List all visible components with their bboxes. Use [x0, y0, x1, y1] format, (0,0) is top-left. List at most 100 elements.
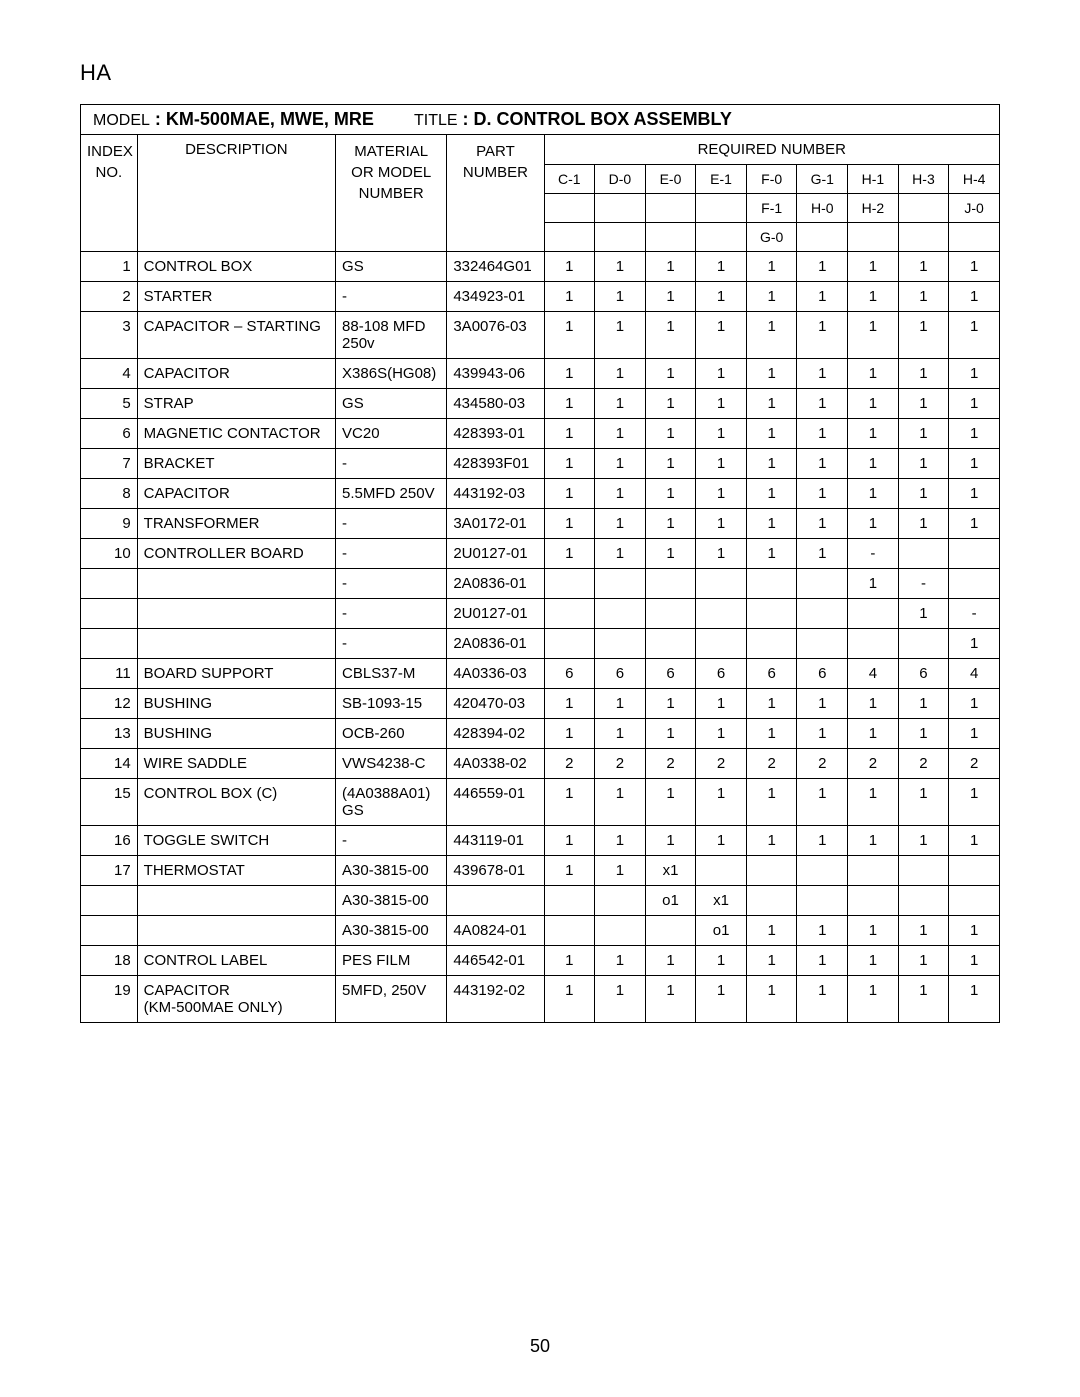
cell-req: 1 [645, 946, 696, 976]
cell-part: 428393F01 [447, 449, 544, 479]
table-row: 11BOARD SUPPORTCBLS37-M4A0336-0366666646… [81, 659, 1000, 689]
cell-req: 1 [544, 719, 595, 749]
cell-req: 1 [595, 779, 646, 826]
cell-req: 1 [544, 539, 595, 569]
cell-req: 1 [696, 419, 747, 449]
cell-req: 1 [746, 252, 797, 282]
cell-req: 1 [645, 976, 696, 1023]
req-head-row1-3: E-1 [696, 165, 747, 194]
cell-description: STRAP [137, 389, 335, 419]
cell-req [595, 569, 646, 599]
cell-material: - [336, 826, 447, 856]
cell-req: 1 [595, 359, 646, 389]
cell-req: 1 [544, 976, 595, 1023]
cell-part: 2A0836-01 [447, 569, 544, 599]
cell-material: A30-3815-00 [336, 916, 447, 946]
cell-part: 428393-01 [447, 419, 544, 449]
cell-req [544, 599, 595, 629]
cell-req: 1 [949, 916, 1000, 946]
cell-req: 2 [645, 749, 696, 779]
cell-req: 6 [746, 659, 797, 689]
cell-req: 1 [848, 779, 899, 826]
model-label: MODEL [93, 112, 150, 129]
cell-index: 18 [81, 946, 138, 976]
req-head-row1-4: F-0 [746, 165, 797, 194]
cell-req: 1 [746, 779, 797, 826]
cell-req: 1 [797, 479, 848, 509]
cell-material: - [336, 539, 447, 569]
req-head-row2-3 [696, 194, 747, 223]
cell-req [797, 856, 848, 886]
req-head-row2-4: F-1 [746, 194, 797, 223]
req-head-row2-8: J-0 [949, 194, 1000, 223]
cell-description: THERMOSTAT [137, 856, 335, 886]
cell-req [797, 569, 848, 599]
cell-req: 1 [848, 479, 899, 509]
cell-req: 2 [544, 749, 595, 779]
cell-req: 1 [595, 449, 646, 479]
col-required: REQUIRED NUMBER [544, 135, 1000, 165]
cell-req: 1 [746, 539, 797, 569]
cell-req: 1 [797, 509, 848, 539]
title-row: MODEL : KM-500MAE, MWE, MRE TITLE : D. C… [80, 104, 1000, 134]
cell-req: 1 [848, 509, 899, 539]
cell-req: 1 [544, 312, 595, 359]
cell-req: 1 [898, 479, 949, 509]
cell-material: GS [336, 252, 447, 282]
req-head-row2-6: H-2 [848, 194, 899, 223]
cell-material: OCB-260 [336, 719, 447, 749]
cell-req [949, 569, 1000, 599]
cell-description: BOARD SUPPORT [137, 659, 335, 689]
cell-req: 1 [797, 389, 848, 419]
cell-req [797, 599, 848, 629]
table-row: 18CONTROL LABELPES FILM446542-0111111111… [81, 946, 1000, 976]
cell-req: 1 [949, 629, 1000, 659]
cell-req: 6 [645, 659, 696, 689]
cell-index [81, 629, 138, 659]
cell-req: 1 [898, 389, 949, 419]
parts-table: INDEXNO. DESCRIPTION MATERIALOR MODELNUM… [80, 134, 1000, 1023]
cell-req [797, 629, 848, 659]
cell-description: BRACKET [137, 449, 335, 479]
cell-req: 1 [544, 856, 595, 886]
cell-description [137, 599, 335, 629]
cell-req: 1 [898, 252, 949, 282]
cell-req: 1 [595, 946, 646, 976]
cell-req: 1 [645, 419, 696, 449]
cell-req [645, 916, 696, 946]
cell-description: CONTROL BOX [137, 252, 335, 282]
cell-req: 1 [595, 856, 646, 886]
cell-req: 1 [797, 719, 848, 749]
cell-part: 332464G01 [447, 252, 544, 282]
cell-req: 1 [949, 826, 1000, 856]
cell-index: 3 [81, 312, 138, 359]
cell-req: 1 [797, 826, 848, 856]
cell-req: - [949, 599, 1000, 629]
req-head-row2-7 [898, 194, 949, 223]
cell-req: 1 [949, 779, 1000, 826]
cell-material: CBLS37-M [336, 659, 447, 689]
cell-index: 2 [81, 282, 138, 312]
cell-req: 1 [696, 282, 747, 312]
cell-req: 6 [595, 659, 646, 689]
cell-part: 2U0127-01 [447, 599, 544, 629]
cell-req: 1 [544, 449, 595, 479]
cell-req: 2 [696, 749, 747, 779]
cell-req: 1 [797, 252, 848, 282]
cell-req: 1 [696, 389, 747, 419]
cell-index: 7 [81, 449, 138, 479]
cell-material: 5MFD, 250V [336, 976, 447, 1023]
cell-req: 1 [595, 419, 646, 449]
req-head-row1-8: H-4 [949, 165, 1000, 194]
cell-req: 1 [797, 359, 848, 389]
cell-req: 2 [949, 749, 1000, 779]
cell-index: 6 [81, 419, 138, 449]
cell-req: 1 [544, 779, 595, 826]
cell-part: 4A0824-01 [447, 916, 544, 946]
cell-index: 15 [81, 779, 138, 826]
cell-req: 1 [645, 479, 696, 509]
cell-req: 1 [746, 946, 797, 976]
cell-req: 1 [595, 389, 646, 419]
cell-req [949, 856, 1000, 886]
cell-index: 11 [81, 659, 138, 689]
